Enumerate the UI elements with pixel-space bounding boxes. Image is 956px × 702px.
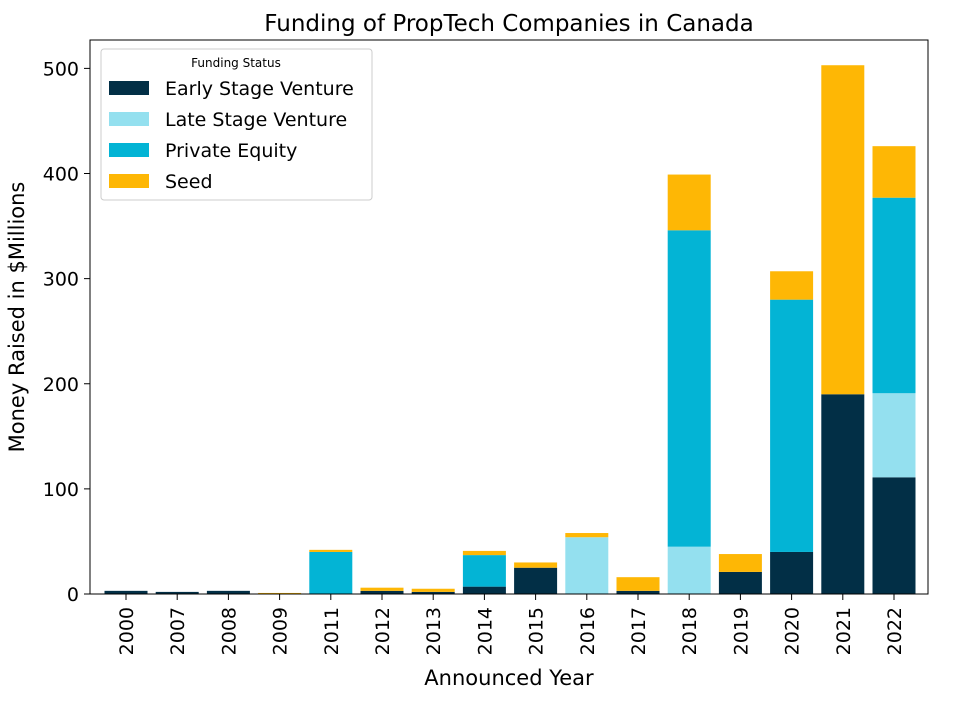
chart-title: Funding of PropTech Companies in Canada <box>264 11 753 37</box>
legend: Funding Status Early Stage Venture Late S… <box>100 48 373 201</box>
y-tick-label: 500 <box>43 58 79 80</box>
bar-2020-private-equity <box>770 299 814 552</box>
legend-label: Late Stage Venture <box>165 109 347 131</box>
bar-2015-early-stage-venture <box>514 567 558 594</box>
x-tick-label: 2021 <box>833 607 855 655</box>
x-tick-label: 2015 <box>526 607 548 655</box>
bar-2017-early-stage-venture <box>616 590 660 594</box>
x-tick-label: 2012 <box>372 607 394 655</box>
bar-2012-early-stage-venture <box>360 590 404 594</box>
bar-2009-seed <box>258 592 302 594</box>
x-tick-label: 2000 <box>116 607 138 655</box>
bar-2022-early-stage-venture <box>872 477 916 594</box>
bar-2008-early-stage-venture <box>206 590 250 594</box>
bar-2013-seed <box>411 588 455 592</box>
x-tick-label: 2018 <box>679 607 701 655</box>
y-tick-label: 100 <box>43 479 79 501</box>
y-tick-label: 0 <box>67 584 79 606</box>
legend-swatch <box>109 143 149 157</box>
bar-2007-early-stage-venture <box>155 591 199 594</box>
bar-2016-late-stage-venture <box>565 537 609 594</box>
x-tick-label: 2009 <box>270 607 292 655</box>
y-tick-label: 200 <box>43 374 79 396</box>
bar-2011-seed <box>309 549 353 552</box>
bar-2014-early-stage-venture <box>462 586 506 594</box>
x-axis: 2000 2007 2008 2009 2011 2012 2013 2014 2015 2016… <box>116 594 906 655</box>
legend-label: Early Stage Venture <box>165 78 354 100</box>
bar-2020-seed <box>770 271 814 300</box>
y-tick-label: 300 <box>43 269 79 291</box>
x-tick-label: 2016 <box>577 607 599 655</box>
y-axis: 0 100 200 300 400 500 <box>43 58 90 606</box>
bar-2019-early-stage-venture <box>718 571 762 594</box>
bar-2019-seed <box>718 554 762 572</box>
legend-label: Seed <box>165 171 213 193</box>
bar-2013-early-stage-venture <box>411 591 455 594</box>
legend-frame <box>100 48 373 201</box>
bar-2016-seed <box>565 533 609 538</box>
x-tick-label: 2014 <box>474 607 496 655</box>
bar-2018-seed <box>667 174 711 231</box>
x-tick-label: 2013 <box>423 607 445 655</box>
bar-2011-private-equity <box>309 551 353 594</box>
bar-2021-early-stage-venture <box>821 394 865 594</box>
bar-2015-seed <box>514 562 558 568</box>
x-tick-label: 2020 <box>782 607 804 655</box>
legend-swatch <box>109 81 149 95</box>
y-tick-label: 400 <box>43 164 79 186</box>
bar-2021-seed <box>821 65 865 395</box>
x-tick-label: 2019 <box>730 607 752 655</box>
legend-label: Private Equity <box>165 140 297 162</box>
plot-frame <box>89 39 929 595</box>
bar-2017-seed <box>616 577 660 591</box>
x-tick-label: 2008 <box>218 607 240 655</box>
bars-layer <box>104 65 916 594</box>
x-axis-label: Announced Year <box>424 666 594 690</box>
bar-2018-late-stage-venture <box>667 546 711 594</box>
bar-2014-private-equity <box>462 555 506 587</box>
bar-2022-private-equity <box>872 197 916 394</box>
legend-title: Funding Status <box>191 56 281 70</box>
bar-2020-early-stage-venture <box>770 551 814 594</box>
y-axis-label: Money Raised in $Millions <box>5 182 29 453</box>
x-tick-label: 2011 <box>321 607 343 655</box>
x-tick-label: 2017 <box>628 607 650 655</box>
bar-2022-seed <box>872 146 916 198</box>
bar-2014-seed <box>462 550 506 556</box>
x-tick-label: 2007 <box>167 607 189 655</box>
bar-2012-seed <box>360 587 404 591</box>
bar-2000-early-stage-venture <box>104 590 148 594</box>
legend-swatch <box>109 112 149 126</box>
x-tick-label: 2022 <box>884 607 906 655</box>
bar-2018-private-equity <box>667 230 711 547</box>
bar-2022-late-stage-venture <box>872 393 916 478</box>
legend-swatch <box>109 174 149 188</box>
